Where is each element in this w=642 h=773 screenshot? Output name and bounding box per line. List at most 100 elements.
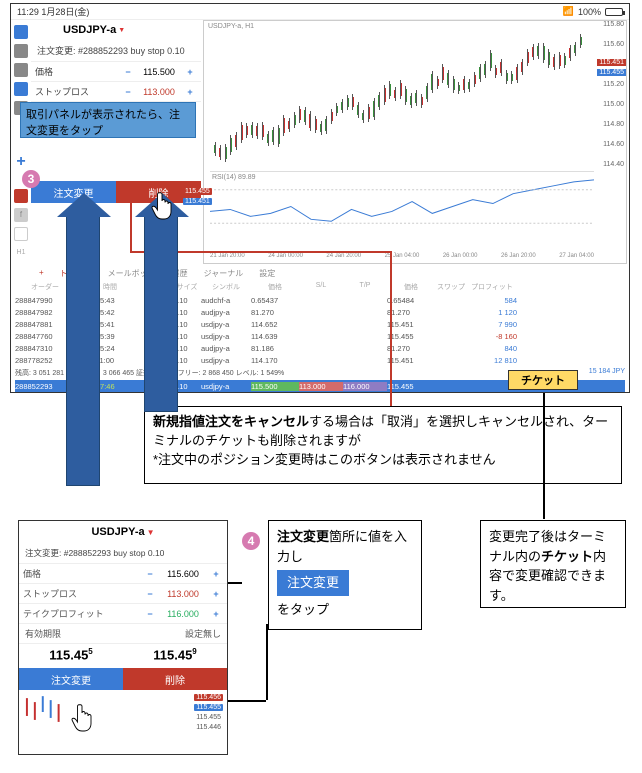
chart-xaxis: 21 Jan 20:0024 Jan 00:0024 Jan 20:0025 J… — [210, 253, 594, 263]
explain1-l2: *注文中のポジション変更時はこのボタンは表示されません — [153, 452, 496, 467]
connector-line — [266, 624, 268, 700]
back-icon[interactable] — [14, 25, 28, 39]
mini-badge-b: 115.455 — [194, 704, 223, 711]
mini-badge-d: 115.446 — [194, 724, 223, 731]
tp-label: テイクプロフィット — [23, 607, 143, 620]
hand-cursor-icon — [150, 190, 180, 224]
sl-label: ストップロス — [35, 85, 121, 98]
status-time: 11:29 — [17, 7, 39, 17]
table-row[interactable]: 28884799001.27 05:43buy0.10audchf-a0.654… — [15, 294, 625, 306]
order-panel-2: USDJPY-a ▼ 注文変更: #288852293 buy stop 0.1… — [18, 520, 228, 755]
tab-journal[interactable]: ジャーナル — [196, 266, 252, 282]
chart[interactable]: USDJPY-a, H1 115.80115.60115.40115.20115… — [203, 20, 627, 264]
table-row[interactable]: 28884776001.27 05:39sell0.10usdjpy-a114.… — [15, 330, 625, 342]
explain2-button: 注文変更 — [277, 570, 349, 596]
price-minus[interactable]: − — [143, 569, 157, 579]
expiry-value: 設定無し — [185, 627, 221, 640]
table-row[interactable]: 28877825201.26 11:00buy0.10usdjpy-a114.1… — [15, 354, 625, 366]
mini-badge-c: 115.455 — [194, 714, 223, 721]
sl-minus[interactable]: − — [143, 589, 157, 599]
price-label: 価格 — [35, 65, 121, 78]
chevron-down-icon: ▼ — [147, 528, 155, 537]
timeframe-icon[interactable]: H1 — [14, 246, 28, 260]
tab-plus[interactable]: + — [31, 266, 52, 282]
order-price-row: 価格 − 115.500 + — [31, 61, 201, 81]
expiry-label: 有効期限 — [25, 627, 61, 640]
panel2-tp-row: テイクプロフィット − 116.000 + — [19, 604, 227, 624]
mini-badge-a: 115.456 — [194, 694, 223, 701]
chart-title: USDJPY-a, H1 — [208, 23, 254, 30]
tool-icon-2[interactable] — [14, 63, 28, 77]
chart-yaxis: 115.80115.60115.40115.20115.00114.80114.… — [596, 21, 626, 263]
th-swap: スワップ — [435, 282, 467, 294]
rsi-label: RSI(14) 89.89 — [212, 174, 256, 181]
chevron-down-icon: ▼ — [118, 27, 125, 34]
add-icon[interactable]: + — [14, 155, 28, 169]
th-price: 価格 — [251, 282, 299, 294]
rsi-panel: RSI(14) 89.89 — [210, 171, 594, 241]
table-row[interactable]: 28884731001.27 05:24buy0.10audjpy-a81.18… — [15, 342, 625, 354]
tool-icon-3[interactable] — [14, 82, 28, 96]
tool-icon-1[interactable] — [14, 44, 28, 58]
candles — [210, 31, 594, 161]
symbol-label: USDJPY-a — [63, 24, 116, 36]
explain2-l2: をタップ — [277, 602, 329, 617]
connector-line — [228, 582, 242, 584]
price-tag-ask: 115.451 — [597, 59, 626, 66]
price-plus[interactable]: + — [209, 569, 223, 579]
th-symbol: シンボル — [201, 282, 251, 294]
explain-box-1: 新規指値注文をキャンセルする場合は「取消」を選択しキャンセルされ、ターミナルのチ… — [144, 406, 622, 484]
sl-plus[interactable]: + — [183, 87, 197, 97]
th-price2: 価格 — [387, 282, 435, 294]
f-icon[interactable]: f — [14, 208, 28, 222]
panel2-expiry-row[interactable]: 有効期限 設定無し — [19, 624, 227, 644]
th-profit: プロフィット — [467, 282, 517, 294]
panel2-symbol[interactable]: USDJPY-a ▼ — [19, 521, 227, 543]
price-minus[interactable]: − — [121, 67, 135, 77]
ask-quote: 115.459 — [123, 644, 227, 668]
panel2-quotes: 115.455 115.459 — [19, 644, 227, 668]
object-icon[interactable] — [14, 227, 28, 241]
explain-box-3: 変更完了後はターミナル内のチケット内容で変更確認できます。 — [480, 520, 626, 608]
terminal-tabs: + トレード メールボッ… 履歴 ジャーナル 設定 — [31, 266, 629, 282]
panel2-change-button[interactable]: 注文変更 — [19, 668, 123, 690]
batt-pct: 100% — [578, 7, 601, 17]
price-value[interactable]: 115.600 — [157, 569, 209, 579]
sl-value[interactable]: 113.000 — [157, 589, 209, 599]
tp-minus[interactable]: − — [143, 609, 157, 619]
tp-plus[interactable]: + — [209, 609, 223, 619]
arrow-up-2 — [144, 216, 178, 412]
sl-plus[interactable]: + — [209, 589, 223, 599]
step-badge-3: 3 — [22, 170, 40, 188]
sl-value[interactable]: 113.000 — [135, 87, 183, 97]
table-header: オーダー 時間 タイプ サイズ シンボル 価格 S/L T/P 価格 スワップ … — [15, 282, 625, 294]
connector-line — [543, 393, 545, 519]
explain-box-2: 注文変更箇所に値を入力し 注文変更 をタップ — [268, 520, 422, 630]
table-row[interactable]: 28884798201.27 05:42buy0.10audjpy-a81.27… — [15, 306, 625, 318]
tp-value[interactable]: 116.000 — [157, 609, 209, 619]
wifi-icon: 📶 — [563, 6, 574, 17]
connector-line — [130, 196, 132, 251]
indicator-icon-1[interactable] — [14, 189, 28, 203]
ticket-tag: チケット — [508, 370, 578, 390]
panel2-sl-row: ストップロス − 113.000 + — [19, 584, 227, 604]
status-date: 1月28日(金) — [41, 5, 89, 18]
table-row[interactable]: 28884788101.27 05:41buy0.10usdjpy-a114.6… — [15, 318, 625, 330]
tab-settings[interactable]: 設定 — [251, 266, 283, 282]
connector-line — [390, 251, 392, 406]
step-badge-4: 4 — [242, 532, 260, 550]
price-label: 価格 — [23, 567, 143, 580]
panel2-delete-button[interactable]: 削除 — [123, 668, 227, 690]
explain1-bold: 新規指値注文をキャンセル — [153, 414, 309, 429]
sl-minus[interactable]: − — [121, 87, 135, 97]
price-value[interactable]: 115.500 — [135, 67, 183, 77]
price-plus[interactable]: + — [183, 67, 197, 77]
th-sl: S/L — [299, 282, 343, 294]
sl-label: ストップロス — [23, 587, 143, 600]
explain2-l1a: 注文変更 — [277, 529, 329, 544]
panel2-mini-chart: 115.456 115.455 115.455 115.446 — [19, 690, 227, 734]
arrow-up-1 — [66, 216, 100, 486]
left-icon-strip: + f H1 — [11, 20, 31, 270]
bid-quote: 115.455 — [19, 644, 123, 668]
statusbar: 11:29 1月28日(金) 📶 100% — [11, 4, 629, 20]
